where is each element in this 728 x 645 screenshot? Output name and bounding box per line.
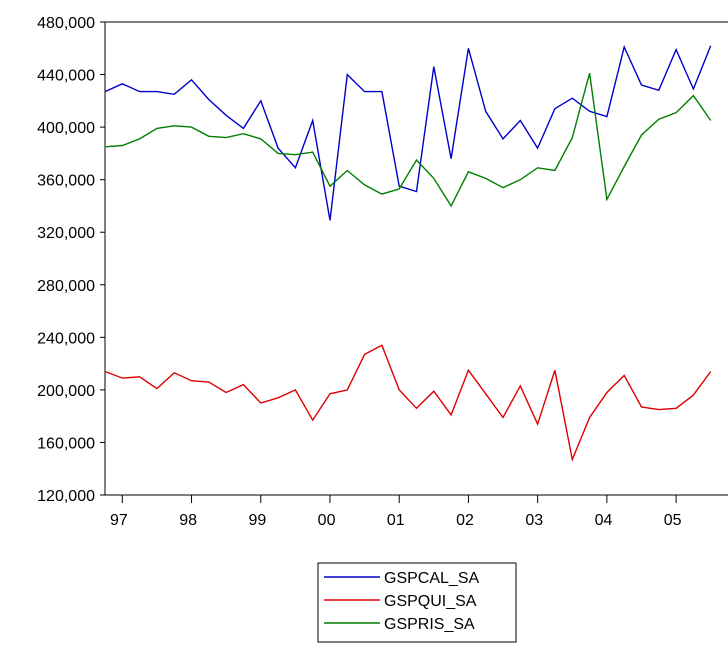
y-tick-label: 480,000 xyxy=(37,15,95,32)
y-tick-label: 200,000 xyxy=(37,383,95,400)
x-tick-label: 99 xyxy=(248,512,266,529)
series-line-gspris_sa xyxy=(104,73,712,208)
x-tick-label: 05 xyxy=(664,512,682,529)
y-tick-label: 320,000 xyxy=(37,225,95,242)
x-tick-label: 98 xyxy=(179,512,197,529)
y-tick-label: 160,000 xyxy=(37,435,95,452)
x-tick-label: 04 xyxy=(595,512,613,529)
y-tick-label: 240,000 xyxy=(37,330,95,347)
legend-box xyxy=(317,562,517,643)
series-line-gspcal_sa xyxy=(104,44,712,221)
y-tick-label: 280,000 xyxy=(37,278,95,295)
y-tick-label: 440,000 xyxy=(37,68,95,85)
y-tick-label: 120,000 xyxy=(37,488,95,505)
legend-label: GSPRIS_SA xyxy=(384,616,475,633)
chart-legend: GSPCAL_SA GSPQUI_SA GSPRIS_SA xyxy=(317,562,517,643)
legend-label: GSPQUI_SA xyxy=(384,593,477,610)
y-tick-label: 360,000 xyxy=(37,173,95,190)
series-line-gspqui_sa xyxy=(104,344,712,462)
x-tick-label: 01 xyxy=(387,512,405,529)
x-tick-label: 00 xyxy=(318,512,336,529)
x-tick-label: 97 xyxy=(110,512,128,529)
chart-series xyxy=(104,44,712,462)
y-tick-label: 400,000 xyxy=(37,120,95,137)
legend-label: GSPCAL_SA xyxy=(384,570,479,587)
x-tick-label: 03 xyxy=(525,512,543,529)
chart-axes: 480,000 440,000 400,000 360,000 320,000 280,0… xyxy=(37,15,728,529)
x-tick-label: 02 xyxy=(456,512,474,529)
